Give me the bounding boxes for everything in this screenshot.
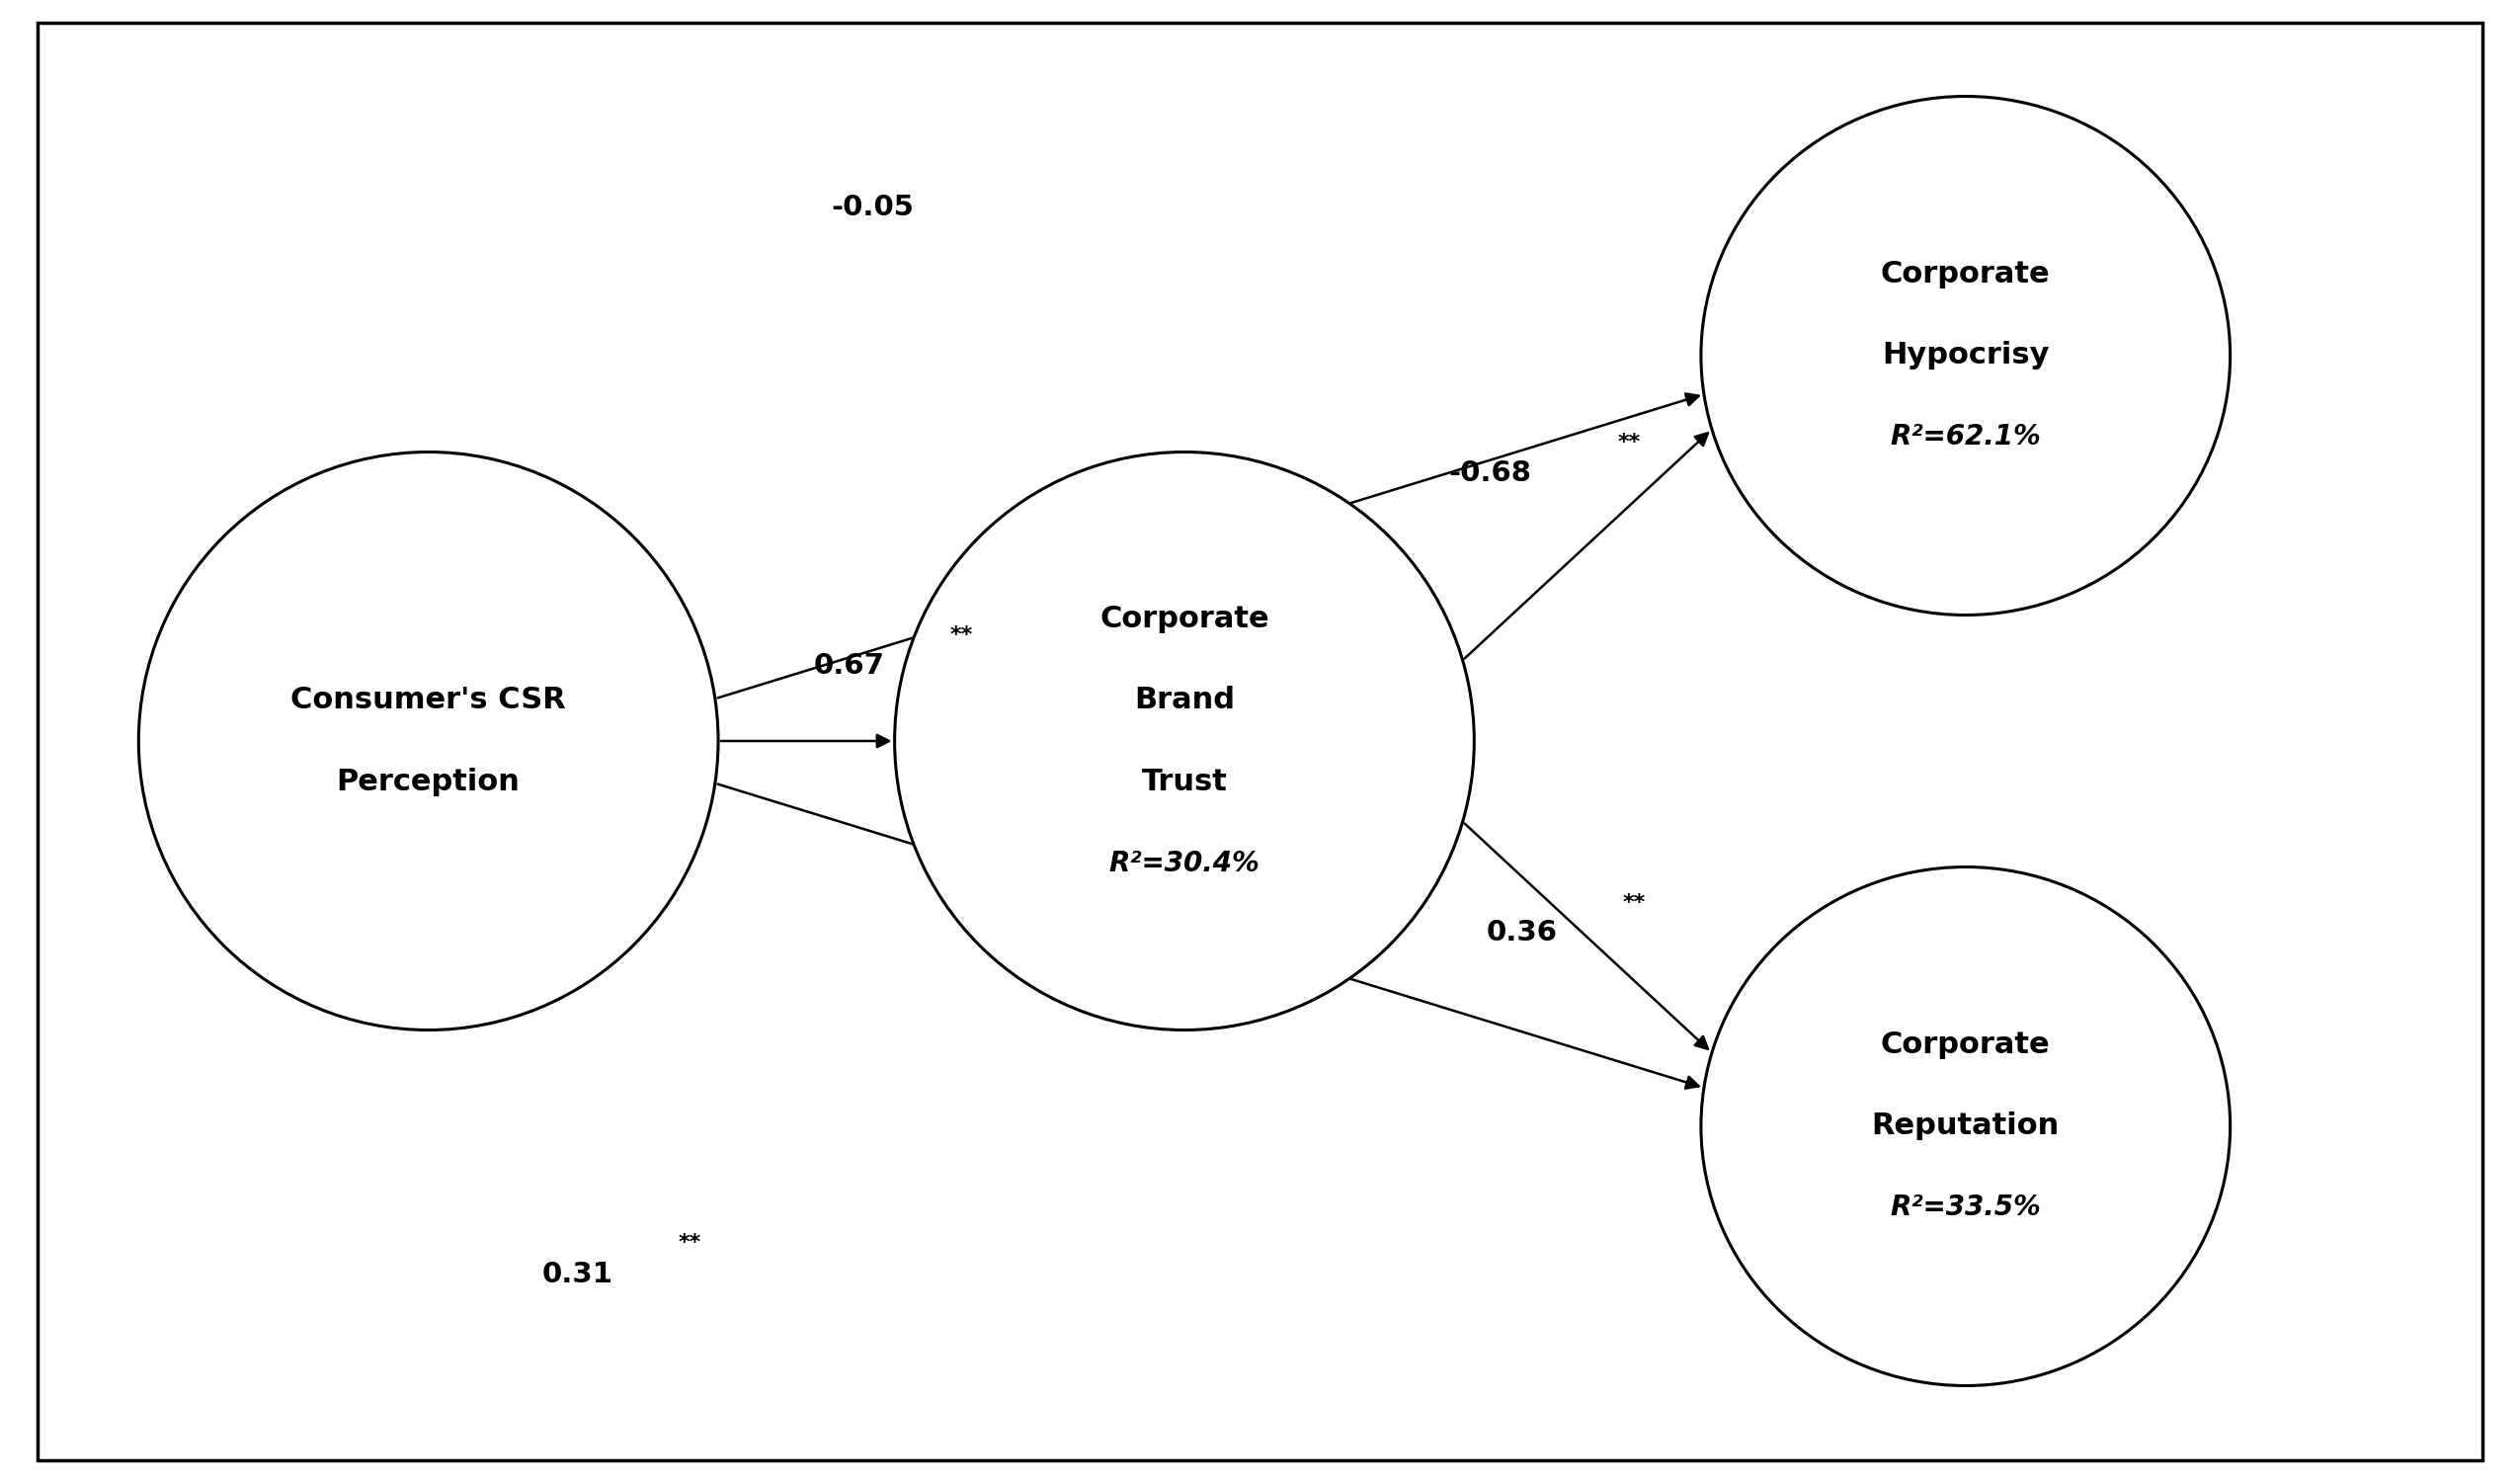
Text: 0.67: 0.67 [814,652,885,680]
Text: R²=30.4%: R²=30.4% [1109,849,1260,877]
Text: -0.05: -0.05 [832,193,915,221]
Text: R²=33.5%: R²=33.5% [1890,1194,2041,1221]
Text: Corporate: Corporate [1099,605,1270,633]
Text: **: ** [950,625,973,646]
Text: Hypocrisy: Hypocrisy [1882,341,2049,370]
Text: **: ** [678,1233,701,1254]
Text: Brand: Brand [1134,686,1235,714]
Text: Reputation: Reputation [1872,1112,2059,1141]
Text: **: ** [1618,433,1641,453]
Ellipse shape [139,452,718,1030]
Ellipse shape [1701,96,2230,615]
Text: Perception: Perception [338,768,519,796]
Text: Trust: Trust [1142,768,1227,796]
Text: Corporate: Corporate [1880,1030,2051,1060]
Text: R²=62.1%: R²=62.1% [1890,424,2041,451]
Ellipse shape [1701,867,2230,1386]
Text: Corporate: Corporate [1880,259,2051,289]
Text: **: ** [1623,892,1646,913]
Text: -0.68: -0.68 [1449,459,1532,488]
Text: 0.36: 0.36 [1487,919,1557,947]
Text: 0.31: 0.31 [542,1260,612,1288]
Ellipse shape [895,452,1474,1030]
Text: Consumer's CSR: Consumer's CSR [290,686,567,714]
